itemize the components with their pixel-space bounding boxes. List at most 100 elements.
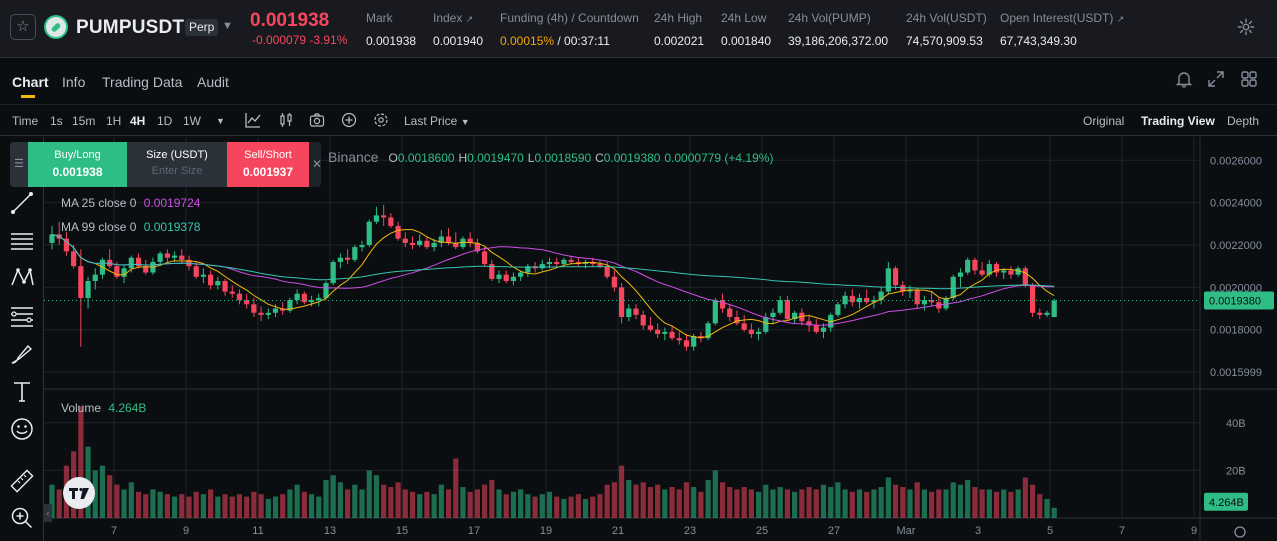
volume-bar [820, 484, 827, 518]
collapse-toolbar-chevron-icon[interactable]: ‹ [44, 504, 52, 522]
volume-bar [748, 489, 754, 518]
brush-icon[interactable] [9, 341, 35, 367]
tab-info[interactable]: Info [62, 74, 86, 90]
interval-time[interactable]: Time [12, 114, 39, 128]
current-volume-tag [1204, 492, 1248, 511]
candle-body [467, 238, 473, 243]
emoji-icon[interactable] [9, 416, 35, 442]
volume-bar [669, 487, 675, 518]
interval-1s[interactable]: 1s [50, 114, 63, 128]
volume-bar [99, 465, 106, 518]
candle-body [208, 274, 214, 286]
layout-grid-icon[interactable] [1240, 70, 1258, 88]
interval-1w[interactable]: 1W [183, 114, 201, 128]
interval-dropdown-caret-icon[interactable]: ▼ [216, 116, 225, 126]
time-tick-label: 9 [183, 525, 189, 537]
ruler-icon[interactable] [9, 468, 35, 494]
volume-bar [193, 491, 199, 518]
price-type-select[interactable]: Last Price ▼ [404, 114, 470, 128]
close-icon[interactable]: ✕ [312, 157, 321, 171]
favorite-star-icon[interactable]: ☆ [10, 14, 36, 40]
volume-bar [626, 479, 632, 518]
interval-1d[interactable]: 1D [157, 114, 173, 128]
external-link-icon[interactable]: ↗ [465, 14, 474, 24]
tab-audit[interactable]: Audit [197, 74, 229, 90]
view-depth[interactable]: Depth [1227, 114, 1260, 128]
candle-body [92, 274, 98, 281]
candle-body [763, 317, 769, 332]
axis-settings-gear-icon[interactable] [1234, 526, 1246, 538]
camera-icon[interactable] [309, 112, 325, 128]
candle-body [251, 304, 257, 313]
candle-body [914, 289, 920, 305]
volume-bar [799, 489, 805, 518]
sell-short-button[interactable]: Sell/Short 0.001937 [227, 142, 309, 187]
symbol-name[interactable]: PUMPUSDT [76, 17, 185, 38]
volume-bar [590, 496, 596, 518]
trend-line-icon[interactable] [9, 190, 35, 216]
symbol-dropdown-caret-icon[interactable]: ▼ [222, 20, 233, 32]
candle-body [546, 261, 553, 265]
candle-type-icon[interactable] [278, 112, 294, 128]
volume-bar [409, 491, 416, 518]
price-tick-label: 0.0024000 [1210, 198, 1262, 210]
size-input[interactable]: Size (USDT) Enter Size [127, 142, 227, 187]
candle-body [755, 331, 762, 334]
drag-handle-icon[interactable]: ☰ [10, 142, 28, 187]
gear-icon[interactable] [1237, 18, 1255, 36]
candle-body [748, 329, 754, 334]
interval-1h[interactable]: 1H [106, 114, 122, 128]
price-type-label: Last Price [404, 114, 458, 128]
volume-bar [943, 489, 949, 518]
candle-body [943, 297, 949, 309]
pattern-tool-icon[interactable] [9, 265, 35, 291]
tab-trading-data[interactable]: Trading Data [102, 74, 183, 90]
candle-body [647, 325, 654, 330]
candle-body [698, 336, 704, 339]
text-tool-icon[interactable] [9, 378, 35, 404]
candle-body [972, 259, 978, 271]
volume-bar [878, 487, 884, 518]
tab-chart[interactable]: Chart [12, 74, 49, 90]
indicator-chart-icon[interactable] [245, 112, 261, 128]
expand-icon[interactable] [1207, 70, 1225, 88]
buy-long-button[interactable]: Buy/Long 0.001938 [28, 142, 127, 187]
view-original[interactable]: Original [1083, 114, 1125, 128]
volume-bar [366, 470, 372, 518]
volume-bar [871, 489, 877, 518]
fib-retracement-icon[interactable] [9, 303, 35, 329]
volume-bar [467, 491, 473, 518]
tradingview-logo-icon[interactable] [63, 477, 95, 509]
stat-index[interactable]: Index ↗ 0.001940 [433, 11, 483, 48]
view-trading-view[interactable]: Trading View [1141, 114, 1215, 128]
candle-body [828, 314, 834, 328]
volume-bar [482, 484, 488, 518]
chart-settings-icon[interactable] [373, 112, 389, 128]
horizontal-lines-icon[interactable] [9, 228, 35, 254]
candle-body [525, 266, 531, 273]
candle-body [337, 257, 343, 262]
stat-open-interest[interactable]: Open Interest(USDT) ↗ 67,743,349.30 [1000, 11, 1124, 48]
candle-body [200, 274, 207, 277]
candle-body [554, 261, 560, 265]
volume-bar [683, 482, 690, 518]
zoom-in-icon[interactable] [9, 505, 35, 531]
volume-bar [1008, 491, 1014, 518]
current-volume-label: 4.264B [1209, 497, 1244, 509]
chart-canvas[interactable]: 0.00260000.00240000.00220000.00200000.00… [44, 137, 1277, 541]
interval-15m[interactable]: 15m [72, 114, 96, 128]
volume-bar [402, 489, 408, 518]
interval-4h[interactable]: 4H [130, 114, 146, 128]
candle-body [662, 331, 668, 334]
candle-body [1044, 312, 1050, 315]
ma25-value: 0.0019724 [143, 196, 201, 210]
bell-icon[interactable] [1175, 70, 1193, 88]
volume-bar [114, 484, 120, 518]
external-link-icon[interactable]: ↗ [1116, 14, 1125, 24]
candlestick-chart[interactable]: 0.0026000 0.0024000 0.0022000 0.0020000 0.00… [44, 137, 1277, 541]
volume-bar [719, 482, 726, 518]
candle-body [835, 304, 841, 315]
add-indicator-icon[interactable] [341, 112, 357, 128]
volume-bar [222, 494, 228, 518]
candle-body [691, 336, 697, 347]
